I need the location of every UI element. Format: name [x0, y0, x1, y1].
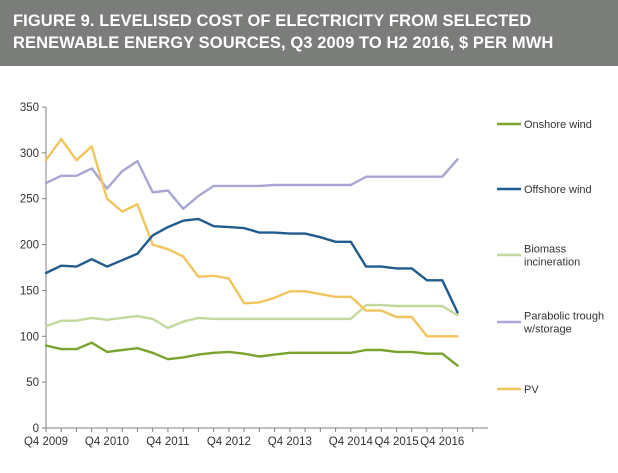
x-tick-label: Q4 2016 — [420, 436, 464, 448]
y-tick-label: 250 — [20, 194, 39, 206]
figure-title-banner: FIGURE 9. LEVELISED COST OF ELECTRICITY … — [0, 0, 618, 66]
y-tick-label: 50 — [26, 377, 39, 389]
x-tick-label: Q4 2012 — [207, 436, 251, 448]
levelised-cost-line-chart: 0 50 100 150 200 250 300 350 Q4 2009 Q4 2010 Q4 20… — [20, 102, 604, 448]
figure-title-line-2: RENEWABLE ENERGY SOURCES, Q3 2009 TO H2 … — [13, 34, 554, 52]
y-tick-label: 150 — [20, 285, 39, 297]
legend-label-onshore-wind: Onshore wind — [524, 119, 592, 131]
legend-label-pv: PV — [524, 384, 539, 396]
chart-series-lines — [44, 137, 459, 367]
legend-label-parabolic-trough-w-storage: Parabolic trough w/storage — [523, 311, 604, 336]
series-line-biomass-incineration — [44, 303, 459, 330]
x-tick-label: Q4 2013 — [268, 436, 312, 448]
y-tick-label: 0 — [33, 423, 39, 435]
y-tick-label: 350 — [20, 102, 39, 114]
y-tick-label: 200 — [20, 240, 39, 252]
series-line-offshore-wind — [44, 217, 459, 314]
x-tick-label: Q4 2009 — [24, 436, 68, 448]
x-tick-label: Q4 2011 — [146, 436, 189, 448]
y-tick-label: 100 — [20, 331, 39, 343]
chart-area: 0 50 100 150 200 250 300 350 Q4 2009 Q4 2010 Q4 20… — [0, 66, 618, 468]
x-tick-label: Q4 2014 — [329, 436, 374, 448]
figure-title-line-1: FIGURE 9. LEVELISED COST OF ELECTRICITY … — [13, 12, 532, 30]
series-line-parabolic-trough-w-storage — [44, 158, 459, 211]
legend-label-offshore-wind: Offshore wind — [524, 184, 592, 196]
chart-axes: 0 50 100 150 200 250 300 350 Q4 2009 Q4 2010 Q4 20… — [20, 102, 488, 448]
y-tick-label: 300 — [20, 148, 39, 160]
series-line-pv — [44, 137, 459, 338]
x-tick-label: Q4 2010 — [85, 436, 129, 448]
x-tick-label: Q4 2015 — [374, 436, 418, 448]
series-line-onshore-wind — [44, 341, 459, 367]
legend-label-biomass-incineration: Biomass incineration — [524, 244, 580, 269]
chart-legend: Onshore wind Offshore wind Biomass incinera… — [497, 119, 604, 396]
